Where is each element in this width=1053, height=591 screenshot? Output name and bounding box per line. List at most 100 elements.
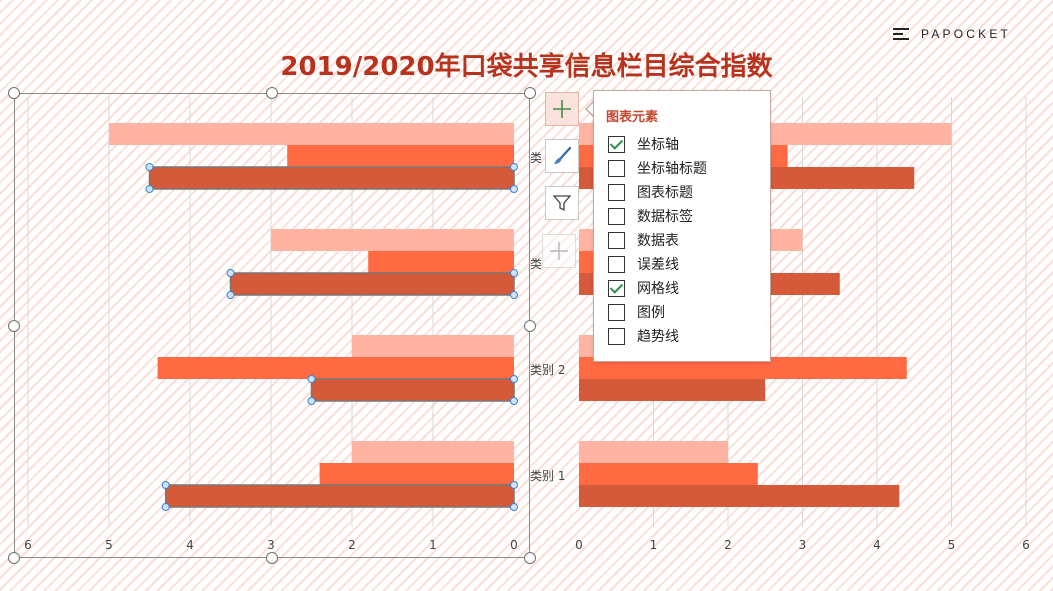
tick-label: 5 [948, 538, 956, 552]
resize-handle-middle-right[interactable] [524, 320, 536, 332]
tick-label: 2 [724, 538, 732, 552]
bar [229, 272, 515, 296]
tick-label: 0 [510, 538, 518, 552]
checkbox[interactable] [608, 303, 625, 321]
option-label: 数据表 [637, 233, 679, 249]
bar-selection-handle [161, 503, 170, 511]
tick-label: 1 [650, 538, 658, 552]
tick-label: 3 [799, 538, 807, 552]
bar [287, 145, 514, 167]
bar-selection-handle [161, 481, 170, 489]
bar [579, 441, 728, 463]
category-label: 类 [530, 151, 542, 165]
panel-title: 图表元素 [606, 110, 659, 125]
checkbox[interactable] [608, 183, 625, 201]
tick-label: 2 [348, 538, 356, 552]
bar [579, 357, 907, 379]
checkbox[interactable] [608, 135, 625, 153]
bar-selection-handle [510, 163, 518, 171]
tick-label: 1 [429, 538, 437, 552]
bar-selection-handle [510, 397, 518, 405]
page-title: 2019/2020年口袋共享信息栏目综合指数 [280, 52, 773, 82]
bar [579, 485, 900, 507]
bar-selection-handle [510, 503, 518, 511]
category-label: 类别 1 [530, 469, 565, 483]
bar-selection-handle [510, 269, 518, 277]
bar-selection-handle [307, 375, 316, 383]
bar [352, 441, 514, 463]
option-label: 趋势线 [637, 329, 679, 345]
bar-selection-handle [145, 163, 154, 171]
option-label: 图表标题 [637, 185, 693, 201]
category-label: 类 [530, 257, 542, 271]
bar [109, 123, 514, 145]
bar [271, 229, 514, 251]
bar-selection-handle [226, 269, 235, 277]
resize-handle-middle-left[interactable] [8, 320, 20, 332]
chart-element-option[interactable]: 网格线 [608, 278, 679, 298]
option-label: 坐标轴 [637, 137, 679, 153]
bar [164, 484, 515, 508]
paintbrush-icon [554, 146, 572, 164]
chart-elements-button[interactable] [545, 92, 579, 126]
funnel-icon [552, 195, 572, 212]
tick-label: 0 [575, 538, 583, 552]
chart-element-option[interactable]: 数据标签 [608, 206, 693, 226]
chart-element-option[interactable]: 趋势线 [608, 326, 679, 346]
chart-element-option[interactable]: 坐标轴 [608, 134, 679, 154]
option-label: 误差线 [637, 257, 679, 273]
tick-label: 4 [873, 538, 881, 552]
chart-element-option[interactable]: 坐标轴标题 [608, 158, 707, 178]
menu-lines-icon[interactable] [893, 27, 909, 41]
tick-label: 4 [186, 538, 194, 552]
bar [352, 335, 514, 357]
tick-label: 5 [105, 538, 113, 552]
tick-label: 6 [1022, 538, 1030, 552]
chart-element-option[interactable]: 图表标题 [608, 182, 693, 202]
bar-selection-handle [510, 185, 518, 193]
resize-handle-top-right[interactable] [524, 87, 536, 99]
bar [148, 166, 515, 190]
tick-label: 3 [267, 538, 275, 552]
option-label: 网格线 [637, 281, 679, 297]
resize-handle-top-center[interactable] [266, 87, 278, 99]
bar [157, 357, 514, 379]
bar-selection-handle [510, 481, 518, 489]
bar [368, 251, 514, 273]
bar-selection-handle [226, 291, 235, 299]
chart-elements-button-ghost[interactable] [542, 234, 576, 268]
checkbox[interactable] [608, 279, 625, 297]
checkbox[interactable] [608, 207, 625, 225]
bar [579, 463, 758, 485]
chart-elements-panel: 图表元素 坐标轴坐标轴标题图表标题数据标签数据表误差线网格线图例趋势线 [593, 90, 771, 362]
bar [310, 378, 515, 402]
checkbox[interactable] [608, 159, 625, 177]
option-label: 坐标轴标题 [637, 161, 707, 177]
chart-element-option[interactable]: 误差线 [608, 254, 679, 274]
bar [319, 463, 514, 485]
bar-selection-handle [510, 375, 518, 383]
plus-icon [550, 242, 568, 260]
resize-handle-bottom-right[interactable] [524, 552, 536, 564]
bar [579, 379, 766, 401]
resize-handle-bottom-left[interactable] [8, 552, 20, 564]
bar-selection-handle [307, 397, 316, 405]
checkbox[interactable] [608, 255, 625, 273]
option-label: 图例 [637, 305, 665, 321]
option-label: 数据标签 [637, 209, 693, 225]
brand-name: PAPOCKET [921, 27, 1012, 41]
bar-selection-handle [510, 291, 518, 299]
chart-element-option[interactable]: 数据表 [608, 230, 679, 250]
chart-styles-button[interactable] [545, 139, 579, 173]
checkbox[interactable] [608, 231, 625, 249]
brand: PAPOCKET [893, 24, 1011, 44]
resize-handle-bottom-center[interactable] [266, 552, 278, 564]
checkbox[interactable] [608, 327, 625, 345]
chart-element-option[interactable]: 图例 [608, 302, 665, 322]
chart-filters-button[interactable] [545, 186, 579, 220]
tick-label: 6 [24, 538, 32, 552]
bar-selection-handle [145, 185, 154, 193]
category-label: 类别 2 [530, 363, 565, 377]
resize-handle-top-left[interactable] [8, 87, 20, 99]
plus-icon [553, 100, 571, 118]
